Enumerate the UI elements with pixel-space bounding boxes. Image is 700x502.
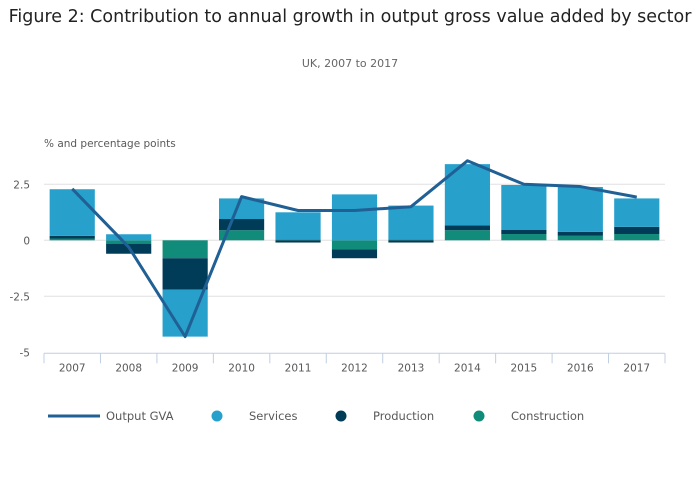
bar-construction-2016 [557,235,603,241]
bar-production-2014 [444,225,490,231]
bar-production-2007 [49,235,95,239]
legend-label: Output GVA [106,409,174,423]
bar-services-2010 [219,198,265,220]
y-axis-label: % and percentage points [44,138,176,150]
y-tick-label: -2.5 [10,291,31,303]
bar-construction-2014 [444,230,490,241]
legend-item-output-gva[interactable]: Output GVA [48,409,174,423]
bar-construction-2012 [331,240,378,250]
legend-item-production[interactable]: Production [335,409,435,423]
bar-production-2017 [614,226,660,235]
bar-construction-2013 [388,239,434,241]
line-series [71,159,638,339]
chart-subtitle: UK, 2007 to 2017 [301,57,399,70]
bars [49,164,660,337]
legend-label: Services [249,409,298,423]
x-tick-label: 2009 [172,362,199,374]
legend-circle-icon [473,410,485,422]
y-tick-label: 0 [23,235,30,247]
x-tick-label: 2007 [59,362,86,374]
x-tick-label: 2013 [398,362,425,374]
bar-production-2009 [162,258,208,290]
y-tick-label: -5 [20,347,30,359]
bar-production-2010 [219,219,265,231]
legend-circle-icon [211,410,223,422]
x-tick-label: 2014 [454,362,481,374]
bar-construction-2017 [614,234,660,241]
x-tick-label: 2012 [341,362,368,374]
bar-construction-2011 [275,239,321,241]
bar-production-2015 [501,229,547,235]
x-axis: 2007 2008 2009 2010 2011 2012 2013 2014 2015 2016… [43,352,666,374]
legend-circle-icon [335,410,347,422]
x-tick-label: 2008 [115,362,142,374]
x-tick-label: 2011 [285,362,312,374]
legend: Output GVA Services Production Construction [48,409,584,423]
legend-label: Production [373,409,434,423]
legend-item-construction[interactable]: Construction [473,409,585,423]
bar-services-2007 [49,189,95,236]
x-tick-label: 2016 [567,362,594,374]
bar-services-2008 [106,234,152,241]
x-tick-label: 2015 [510,362,537,374]
bar-construction-2015 [501,234,547,241]
bar-construction-2007 [49,238,95,241]
bar-construction-2010 [219,230,265,241]
bar-production-2016 [557,231,603,236]
x-tick-label: 2010 [228,362,255,374]
legend-item-services[interactable]: Services [211,409,298,423]
legend-label: Construction [511,409,584,423]
bar-services-2013 [388,205,434,240]
bar-production-2012 [331,249,378,259]
bar-production-2013 [388,240,434,243]
bar-services-2012 [331,194,378,241]
bar-services-2015 [501,184,547,230]
bar-construction-2008 [106,240,152,244]
chart-title: Figure 2: Contribution to annual growth … [8,7,692,27]
bar-construction-2009 [162,240,208,259]
bar-services-2016 [557,186,603,232]
bar-production-2011 [275,240,321,243]
bar-services-2011 [275,212,321,240]
x-tick-label: 2017 [623,362,650,374]
y-axis: -5 -2.5 0 2.5 [10,179,31,359]
bar-services-2017 [614,198,660,227]
y-tick-label: 2.5 [13,179,30,191]
